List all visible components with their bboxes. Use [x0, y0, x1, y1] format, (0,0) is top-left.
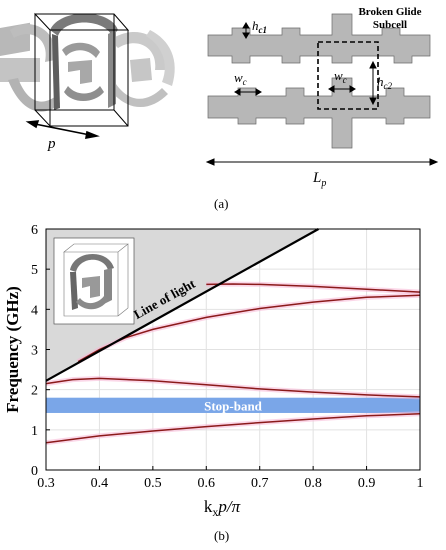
- y-axis-label: Frequency (GHz): [3, 286, 22, 413]
- caption-a: (a): [214, 196, 229, 211]
- subcell-label-line2: Subcell: [373, 19, 407, 31]
- inset-unit-cell: [53, 237, 135, 325]
- helix-structure-image: [0, 12, 175, 128]
- band-curve: [45, 377, 421, 398]
- x-axis-label-tail: p/π: [217, 497, 240, 516]
- x-tick-label: 0.7: [251, 476, 269, 491]
- wc-left-label: w: [234, 70, 243, 85]
- y-tick-label: 3: [31, 344, 38, 359]
- svg-text:wc: wc: [234, 70, 247, 87]
- broken-glide-subcell-box: [317, 41, 379, 110]
- svg-text:hc1: hc1: [252, 18, 267, 35]
- x-tick-label: 0.9: [358, 476, 376, 491]
- band-curve: [206, 283, 421, 293]
- subcell-label-line1: Broken Glide: [358, 6, 421, 18]
- hc1-subscript: c1: [259, 25, 268, 35]
- wc-left-subscript: c: [243, 77, 247, 87]
- y-tick-label: 0: [31, 464, 38, 479]
- band-glow: [45, 411, 421, 446]
- figure-a: p hc1 wc wc hc2 Broken Glide Subcell Lp: [0, 6, 439, 189]
- svg-text:hc2: hc2: [377, 74, 392, 91]
- glide-profile-drawing: [207, 13, 431, 149]
- x-tick-label: 0.6: [198, 476, 216, 491]
- x-tick-label: 0.8: [304, 476, 322, 491]
- y-tick-label: 2: [31, 384, 38, 399]
- y-tick-label: 6: [31, 223, 38, 238]
- x-axis-label: kxp/π: [204, 497, 241, 519]
- x-axis-label-sub: x: [212, 505, 218, 519]
- hc2-subscript: c2: [384, 81, 393, 91]
- stopband-label: Stop-band: [204, 398, 263, 413]
- x-axis-label-main: k: [204, 497, 213, 516]
- hc2-label: h: [377, 74, 384, 89]
- hc1-label: h: [252, 18, 259, 33]
- period-arrow: [25, 120, 100, 139]
- axis-ticks: 0.3 0.4 0.5 0.6 0.7 0.8 0.9 1 0 1 2 3 4 5 6: [31, 223, 424, 491]
- caption-b: (b): [214, 528, 230, 543]
- x-tick-label: 0.5: [144, 476, 162, 491]
- y-tick-label: 5: [31, 263, 38, 278]
- x-tick-label: 1: [417, 476, 424, 491]
- wc-inner-label: w: [334, 68, 343, 83]
- x-tick-label: 0.4: [91, 476, 109, 491]
- period-label: p: [47, 136, 56, 152]
- stopband-rect: [46, 397, 420, 413]
- x-tick-label: 0.3: [37, 476, 55, 491]
- lp-label: L: [312, 170, 321, 186]
- line-of-light: [45, 228, 320, 382]
- band-curve: [45, 413, 421, 444]
- lp-subscript: p: [320, 178, 326, 189]
- svg-text:Lp: Lp: [312, 170, 326, 189]
- svg-text:wc: wc: [334, 68, 347, 85]
- y-tick-label: 4: [31, 303, 38, 318]
- y-tick-label: 1: [31, 424, 38, 439]
- wc-inner-subscript: c: [343, 75, 347, 85]
